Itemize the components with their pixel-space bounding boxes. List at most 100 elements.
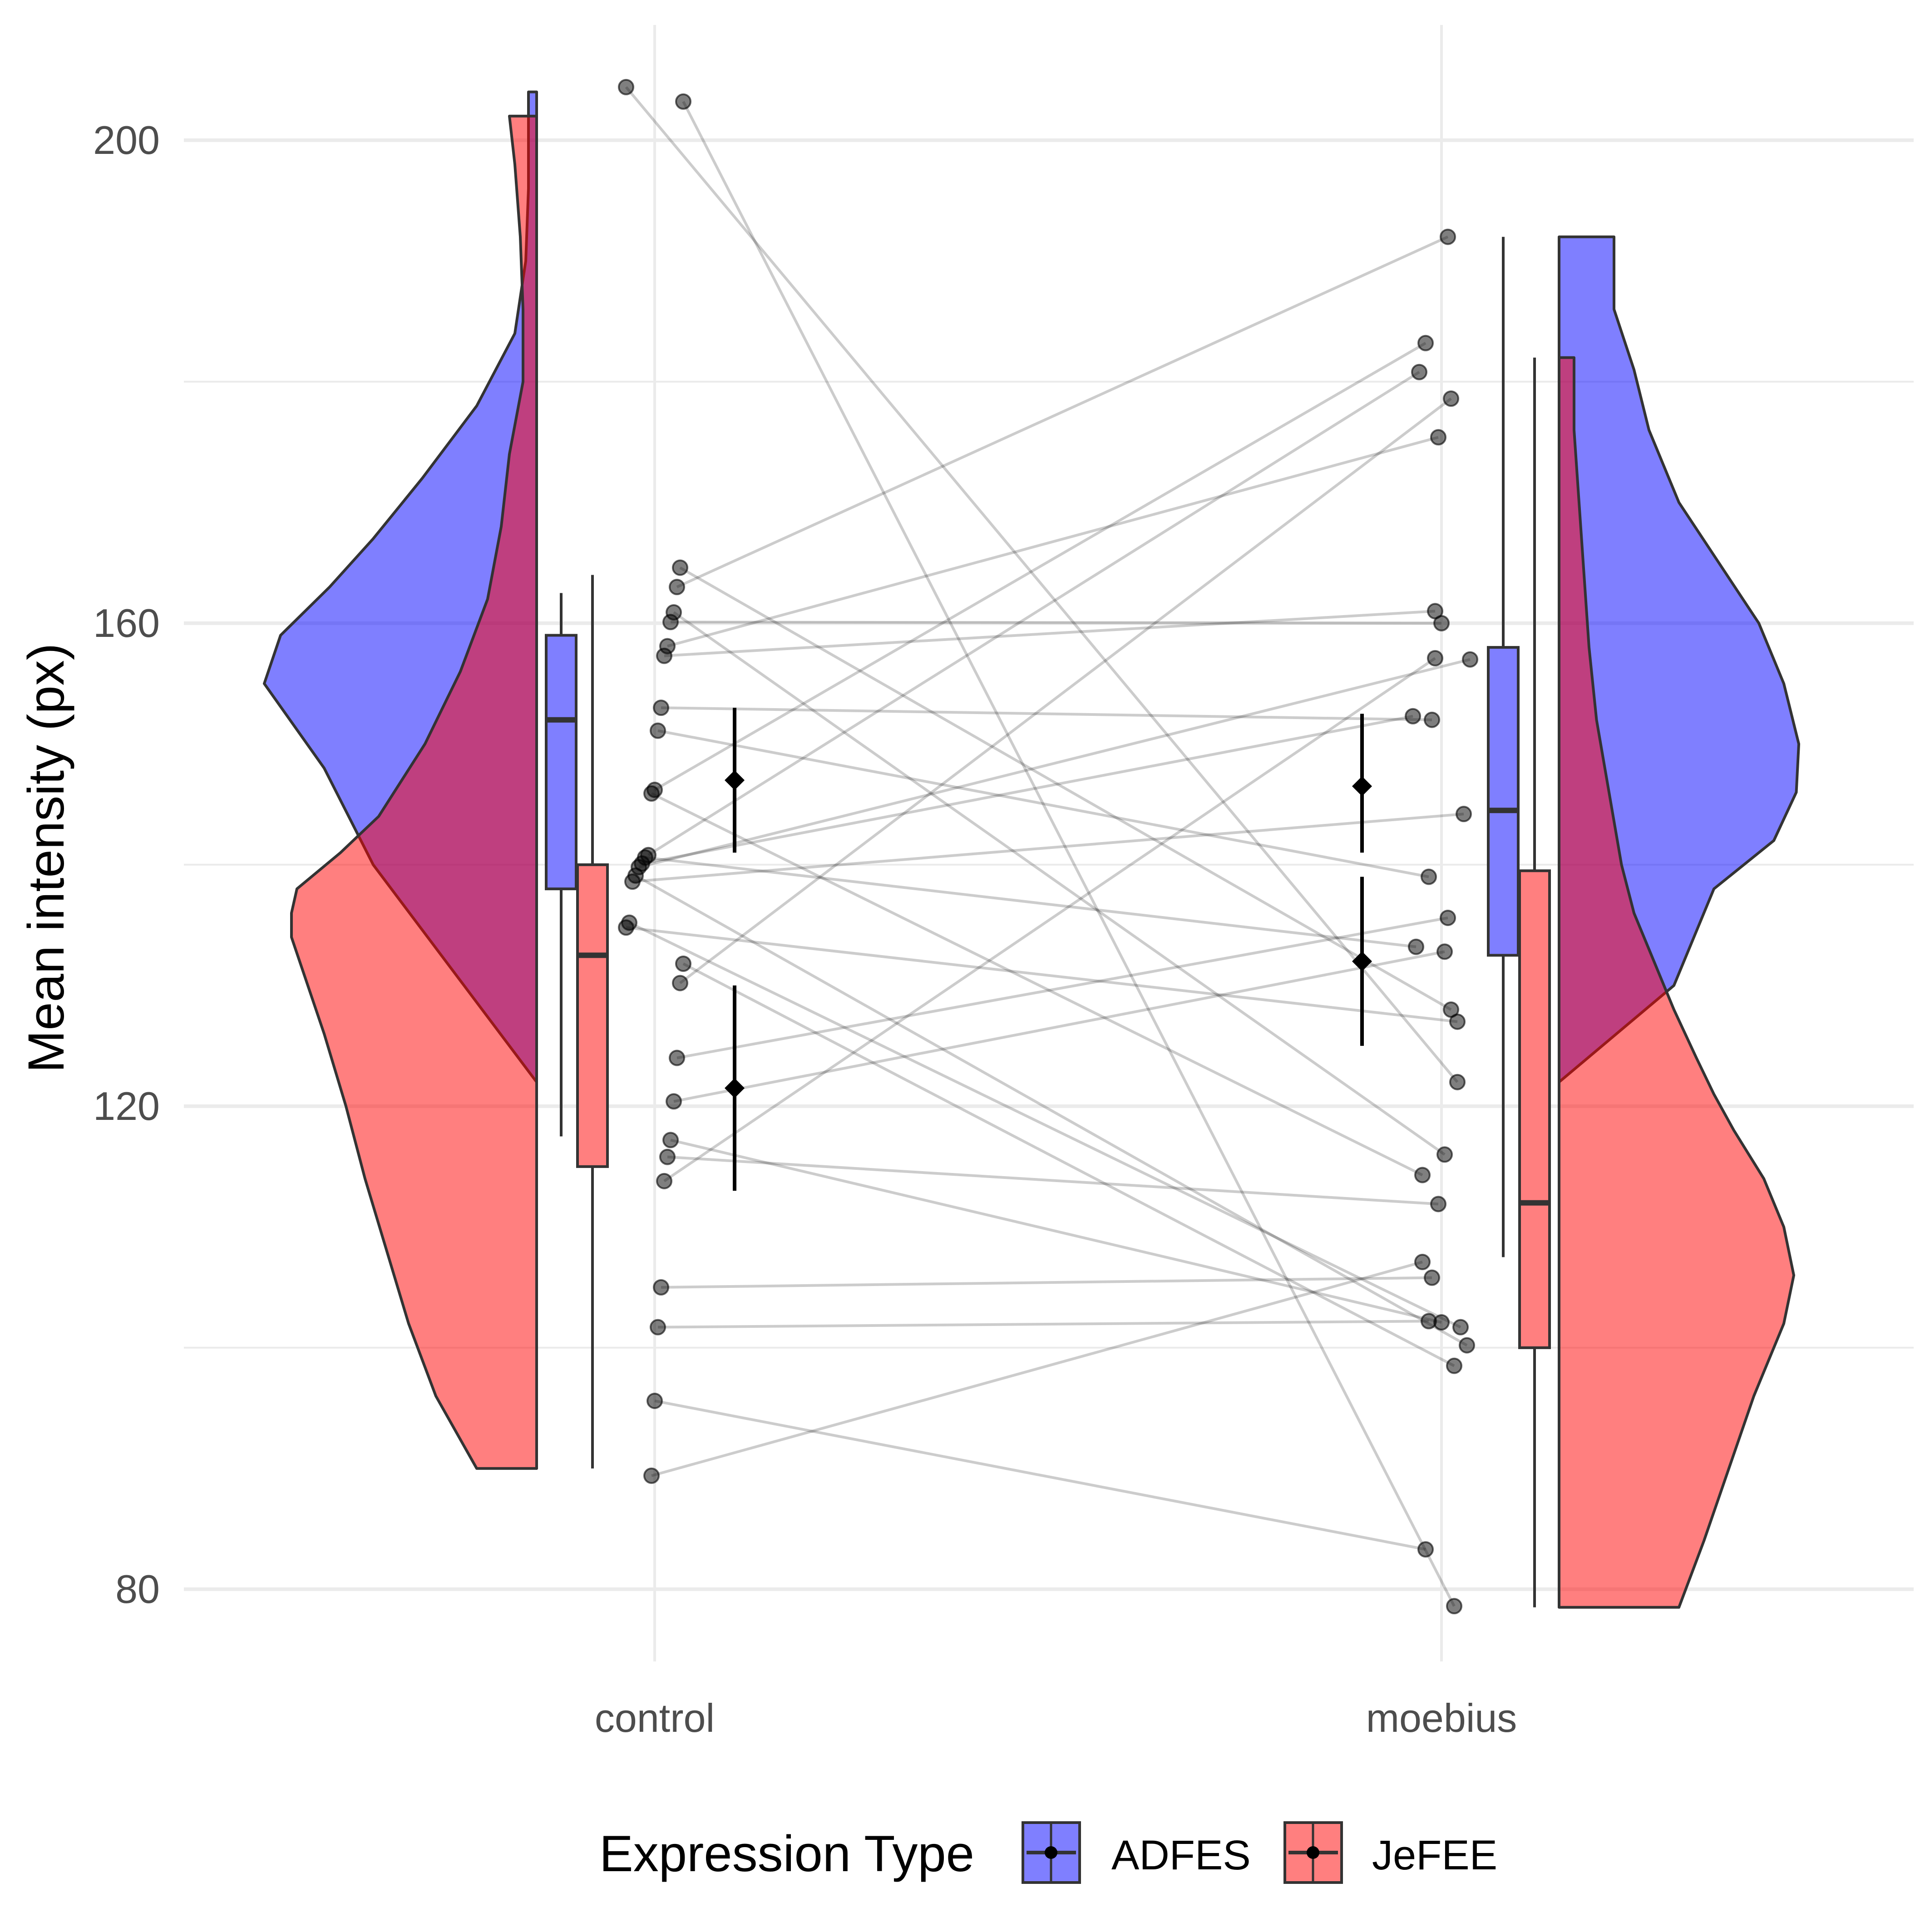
- pair-line: [673, 950, 1445, 1103]
- pair-line: [679, 397, 1452, 984]
- y-tick-label: 160: [93, 601, 160, 646]
- pair-line: [661, 706, 1432, 721]
- legend-label-adfes: ADFES: [1111, 1832, 1251, 1878]
- pair-line: [676, 916, 1448, 1060]
- legend-key-jefee: [1283, 1821, 1343, 1884]
- point-control: [647, 1392, 663, 1409]
- mean-marker: [1352, 776, 1372, 796]
- point-moebius: [1424, 711, 1440, 728]
- mean-marker: [725, 1078, 745, 1098]
- point-control: [618, 919, 634, 936]
- y-tick-label: 80: [115, 1567, 160, 1612]
- pair-line: [679, 566, 1452, 1011]
- density-jefee-control: [290, 114, 538, 1470]
- point-moebius: [1449, 1013, 1466, 1030]
- point-control: [653, 1279, 669, 1296]
- point-control: [643, 1467, 660, 1484]
- point-moebius: [1436, 1146, 1453, 1163]
- pair-line: [667, 1155, 1439, 1206]
- legend: Expression Type ADFES JeFEE: [599, 1821, 1497, 1884]
- point-moebius: [1430, 1196, 1446, 1212]
- point-moebius: [1440, 909, 1456, 926]
- point-control: [653, 700, 669, 716]
- box-adfes-control: [545, 634, 578, 891]
- legend-title: Expression Type: [599, 1825, 974, 1882]
- x-tick-label: moebius: [1366, 1695, 1517, 1740]
- pair-line: [642, 715, 1413, 865]
- point-control: [656, 1173, 672, 1189]
- point-moebius: [1417, 335, 1434, 351]
- y-tick-label: 120: [93, 1084, 160, 1129]
- pair-line: [638, 658, 1471, 869]
- pair-line: [657, 1320, 1429, 1329]
- point-moebius: [1446, 1357, 1462, 1374]
- y-tick-label: 200: [93, 118, 160, 163]
- point-moebius: [1417, 1541, 1434, 1558]
- point-control: [672, 559, 688, 576]
- point-control: [675, 93, 691, 110]
- point-control: [643, 785, 660, 802]
- pair-line: [647, 371, 1420, 857]
- pair-line: [664, 610, 1436, 657]
- pair-line: [632, 813, 1464, 883]
- point-control: [618, 79, 634, 95]
- point-moebius: [1408, 938, 1424, 955]
- pair-line: [657, 729, 1429, 878]
- density-jefee-moebius: [1558, 356, 1795, 1609]
- pair-line: [628, 921, 1461, 1329]
- point-control: [659, 1148, 676, 1165]
- pair-line: [625, 86, 1459, 1083]
- point-control: [669, 579, 685, 596]
- pair-line: [663, 657, 1436, 1183]
- point-moebius: [1430, 429, 1446, 446]
- point-moebius: [1411, 364, 1427, 380]
- legend-key-point: [1045, 1846, 1057, 1859]
- legend-label-jefee: JeFEE: [1372, 1832, 1497, 1878]
- mean-marker: [1352, 951, 1372, 971]
- point-moebius: [1459, 1337, 1475, 1354]
- point-moebius: [1427, 650, 1443, 667]
- boxplots: [545, 237, 1551, 1607]
- point-moebius: [1462, 651, 1478, 668]
- pair-line: [651, 1261, 1423, 1477]
- point-moebius: [1436, 943, 1453, 960]
- pair-line: [667, 436, 1439, 648]
- point-control: [650, 1319, 666, 1336]
- point-control: [666, 1093, 682, 1110]
- pair-line: [661, 1276, 1432, 1289]
- legend-key-point: [1307, 1846, 1319, 1859]
- pair-line: [626, 926, 1458, 1023]
- point-moebius: [1449, 1074, 1466, 1090]
- point-control: [656, 647, 672, 664]
- point-control: [669, 1050, 685, 1066]
- point-moebius: [1414, 1254, 1431, 1271]
- legend-key-adfes: [1022, 1821, 1081, 1884]
- point-control: [672, 975, 688, 991]
- box-jefee-moebius: [1518, 869, 1551, 1349]
- point-control: [650, 722, 666, 739]
- point-control: [675, 956, 691, 972]
- pair-line: [670, 1138, 1442, 1324]
- point-moebius: [1456, 806, 1472, 823]
- point-moebius: [1443, 390, 1459, 407]
- point-moebius: [1427, 603, 1443, 620]
- point-moebius: [1452, 1319, 1469, 1336]
- pair-line: [682, 962, 1455, 1367]
- point-moebius: [1421, 1313, 1437, 1330]
- mean-marker: [725, 770, 745, 790]
- box-jefee-control: [576, 863, 609, 1168]
- density-clouds: [263, 90, 1800, 1609]
- point-moebius: [1424, 1269, 1440, 1286]
- point-moebius: [1446, 1598, 1462, 1615]
- pair-line: [676, 235, 1449, 588]
- pair-line: [654, 342, 1427, 791]
- point-control: [662, 614, 679, 631]
- pair-line: [670, 621, 1442, 625]
- point-moebius: [1421, 868, 1437, 885]
- x-tick-label: control: [595, 1695, 715, 1740]
- y-axis-title: Mean intensity (px): [18, 643, 74, 1073]
- point-moebius: [1405, 708, 1421, 724]
- mean-ci-markers: [725, 708, 1372, 1191]
- box-adfes-moebius: [1487, 646, 1520, 957]
